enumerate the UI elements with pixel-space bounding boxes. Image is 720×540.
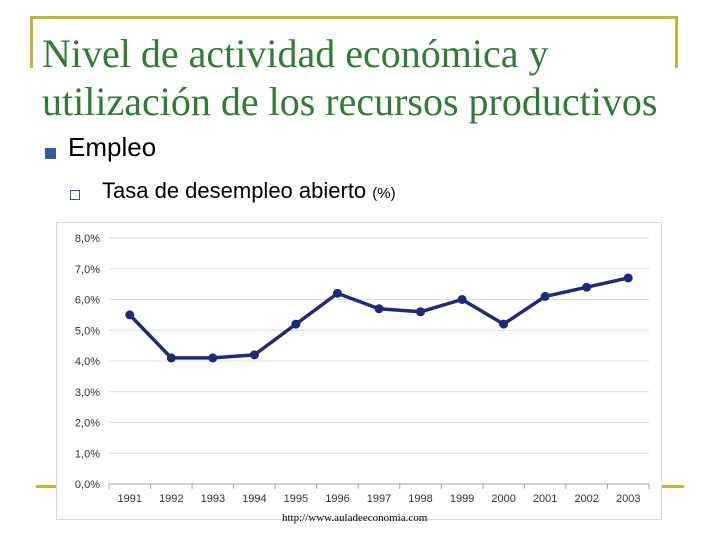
chart-container: 0,0% 1,0% 2,0% 3,0% 4,0% 5,0% 6,0% 7,0% 8,0% 1991…	[56, 222, 662, 520]
data-point	[125, 310, 135, 320]
frame-bottom-right-line	[660, 485, 684, 488]
data-point	[540, 291, 550, 301]
y-tick-label: 3,0%	[75, 387, 100, 399]
x-tick-label: 1993	[201, 493, 225, 505]
bullet-sub-text: Tasa de desempleo abierto	[102, 178, 367, 203]
x-tick-label: 2000	[491, 493, 515, 505]
square-bullet-icon	[45, 148, 56, 159]
y-tick-label: 8,0%	[75, 233, 100, 245]
x-tick-label: 1995	[284, 493, 308, 505]
y-tick-label: 1,0%	[75, 448, 100, 460]
data-point	[623, 273, 633, 283]
slide-title: Nivel de actividad económica y utilizaci…	[42, 31, 658, 124]
x-tick-label: 1997	[367, 493, 391, 505]
y-tick-label: 6,0%	[75, 295, 100, 307]
source-url: http://www.auladeeconomia.com	[282, 512, 428, 524]
data-point	[291, 319, 301, 329]
x-tick-label: 1991	[118, 493, 142, 505]
data-point	[374, 304, 384, 314]
frame-bottom-left-line	[36, 485, 56, 488]
y-tick-label: 0,0%	[75, 479, 100, 491]
y-tick-label: 5,0%	[75, 325, 100, 337]
y-tick-label: 2,0%	[75, 418, 100, 430]
y-tick-label: 4,0%	[75, 356, 100, 368]
x-tick-label: 2003	[616, 493, 640, 505]
bullet-sub-unit: (%)	[372, 185, 396, 202]
bullet-main-label: Empleo	[68, 132, 157, 162]
bullet-sub-label: Tasa de desempleo abierto (%)	[102, 178, 396, 204]
x-tick-label: 1999	[450, 493, 474, 505]
x-tick-label: 1996	[325, 493, 349, 505]
data-point	[457, 295, 467, 304]
y-tick-label: 7,0%	[75, 264, 100, 276]
x-tick-label: 2001	[533, 493, 557, 505]
x-tick-label: 1998	[408, 493, 432, 505]
data-point	[582, 282, 592, 292]
x-tick-label: 1994	[242, 493, 266, 505]
frame-left-line	[30, 16, 33, 68]
x-tick-label: 1992	[159, 493, 183, 505]
data-point	[249, 350, 259, 360]
line-chart: 0,0% 1,0% 2,0% 3,0% 4,0% 5,0% 6,0% 7,0% 8,0% 1991…	[75, 233, 650, 505]
data-point	[332, 288, 342, 298]
data-point	[166, 353, 176, 363]
x-tick-label: 2002	[574, 493, 598, 505]
frame-right-line	[675, 16, 678, 68]
series-line	[128, 276, 629, 360]
frame-top-line	[30, 16, 678, 19]
data-point	[208, 353, 218, 363]
data-point	[416, 307, 426, 317]
hollow-square-bullet-icon	[70, 190, 80, 200]
data-point	[499, 319, 509, 329]
